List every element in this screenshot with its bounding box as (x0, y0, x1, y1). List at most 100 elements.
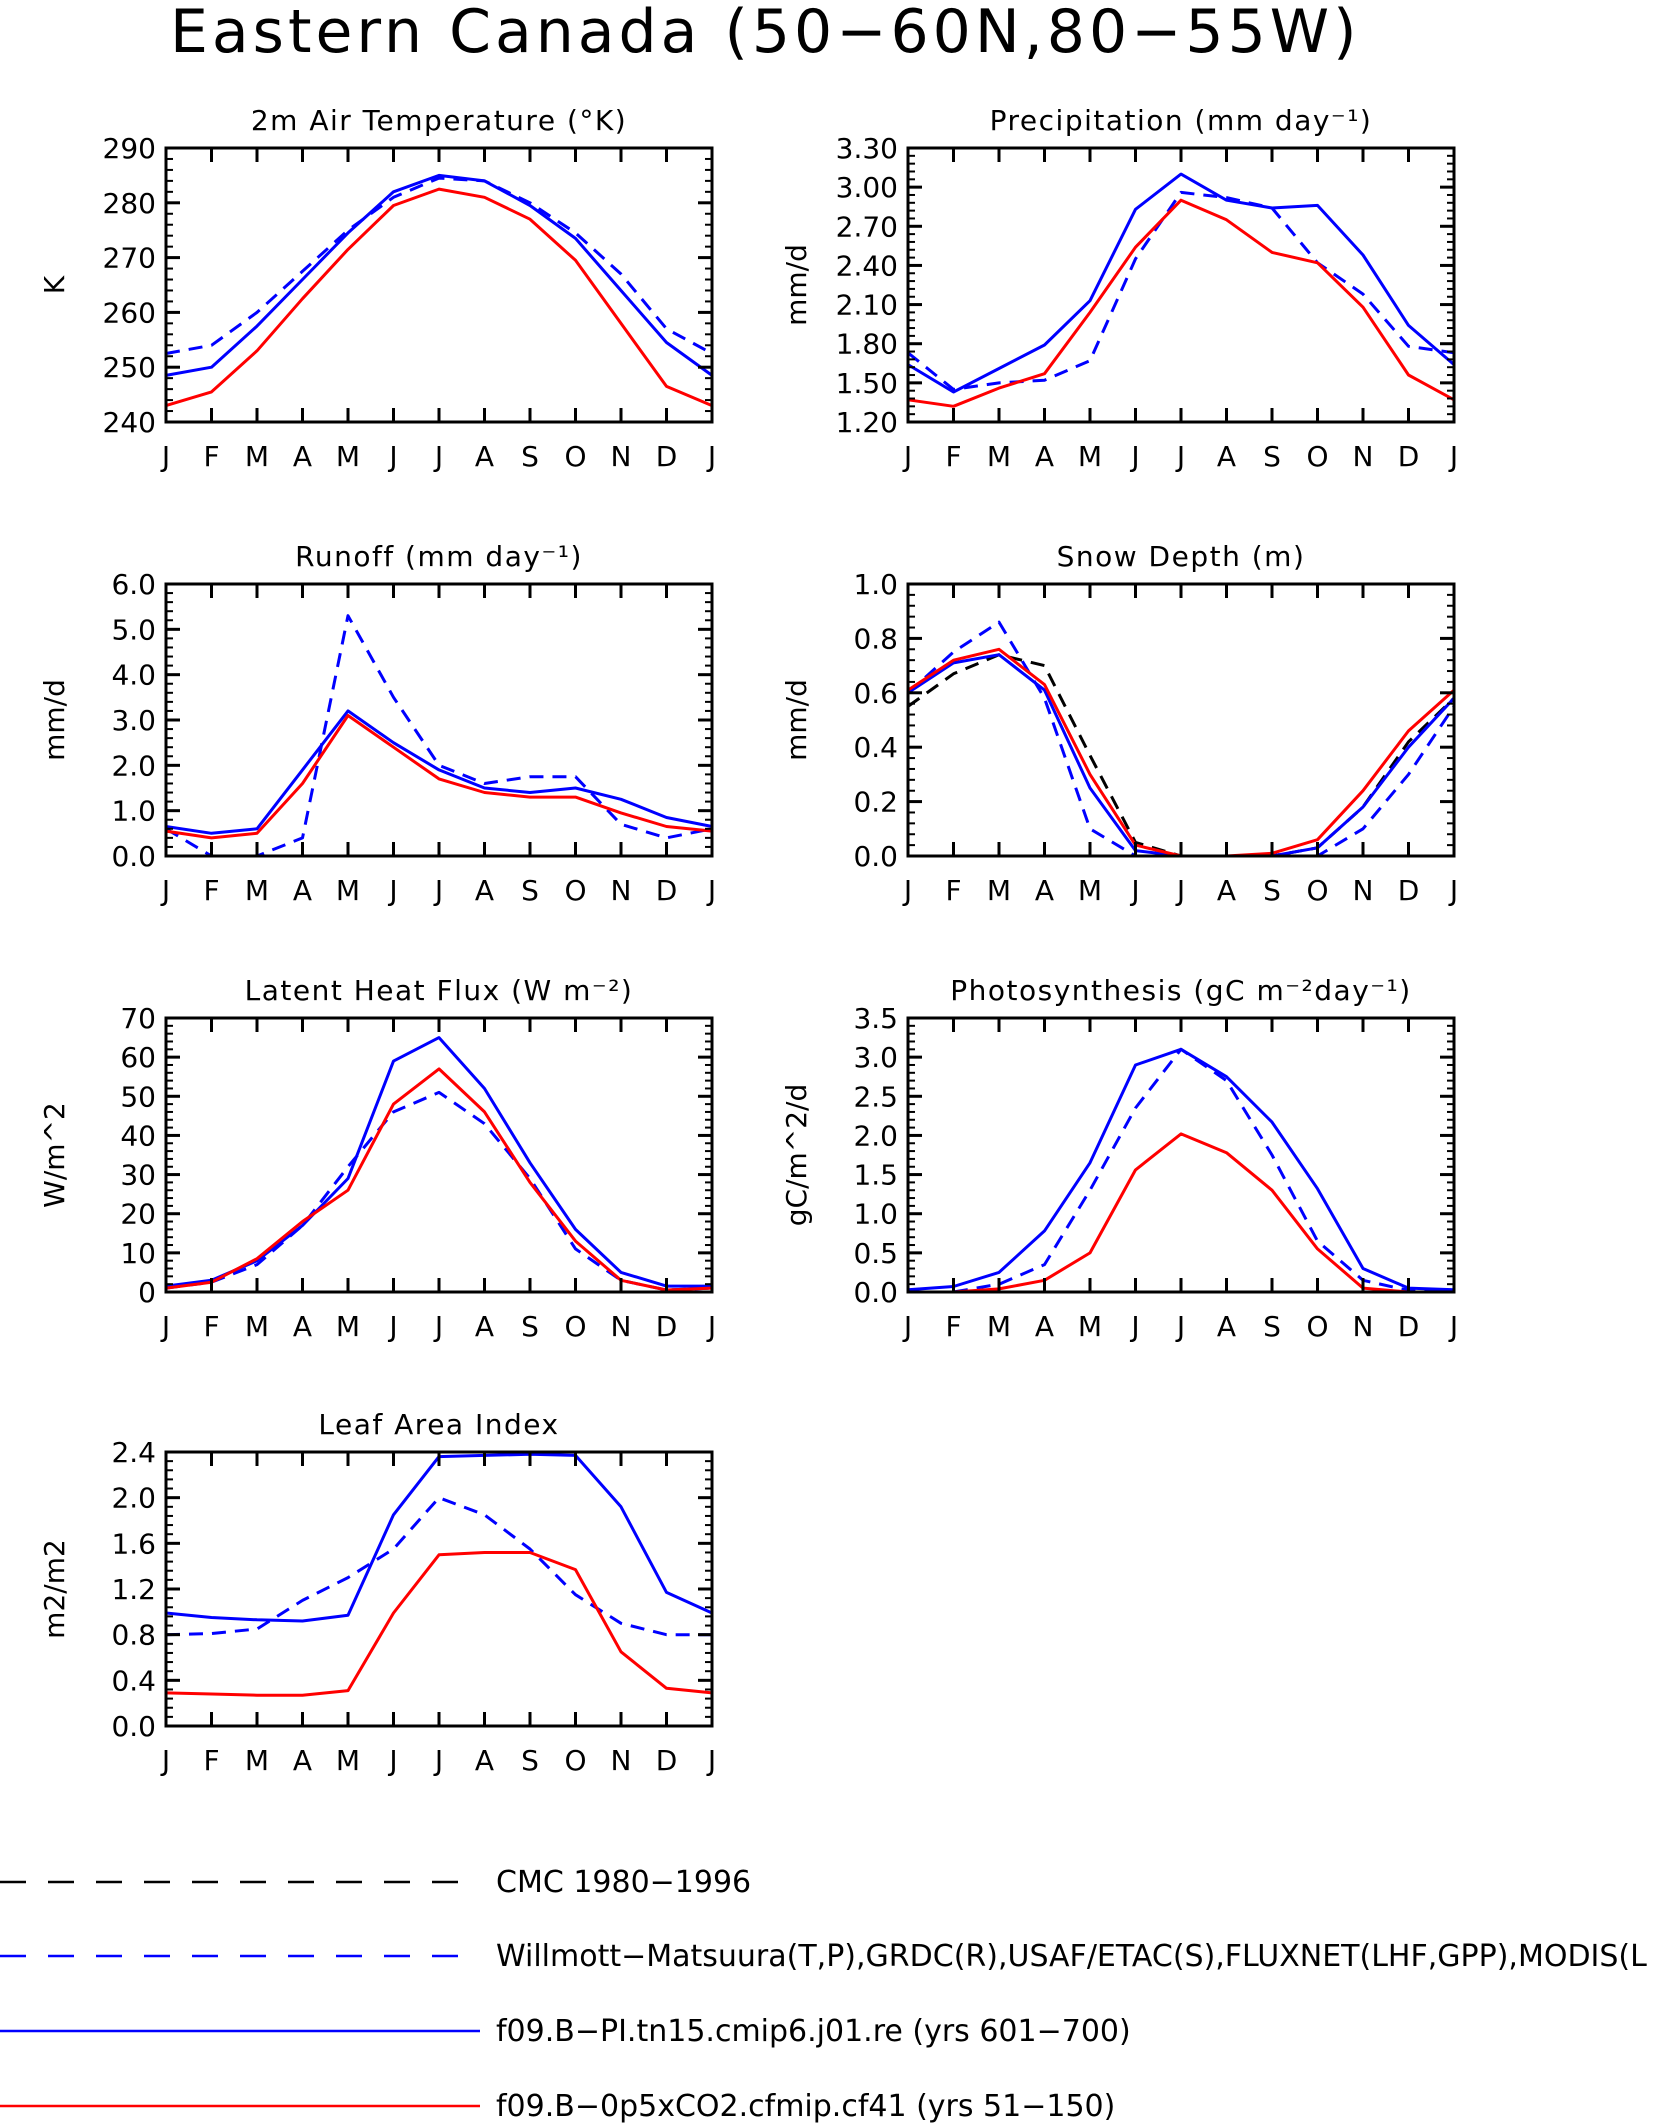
series-line-4 (907, 647, 1456, 858)
x-tick-label: D (1398, 1310, 1420, 1343)
x-tick-label: A (475, 1310, 494, 1343)
x-tick-label: D (1398, 440, 1420, 473)
x-tick-label: F (203, 440, 219, 473)
y-tick-label: 30 (120, 1159, 156, 1192)
y-tick-label: 0.4 (853, 731, 898, 764)
x-tick-label: S (1263, 874, 1281, 907)
y-tick-label: 0.8 (853, 622, 898, 655)
x-tick-label: O (564, 874, 586, 907)
series-line-1 (908, 1047, 1455, 1294)
x-tick-label: J (387, 1310, 397, 1343)
x-tick-label: N (611, 874, 632, 907)
x-tick-label: M (987, 440, 1011, 473)
y-tick-label: 0 (138, 1276, 156, 1309)
plot-frame (906, 582, 1456, 858)
x-tick-label: A (1217, 1310, 1236, 1343)
panel-title: 2m Air Temperature (°K) (251, 104, 627, 137)
y-tick-label: 0.8 (111, 1619, 156, 1652)
x-tick-label: S (1263, 440, 1281, 473)
x-tick-label: A (1035, 440, 1054, 473)
series-line-3 (907, 198, 1455, 408)
x-tick-label: S (521, 1744, 539, 1777)
series-line-3 (908, 1132, 1454, 1294)
panel-title: Latent Heat Flux (W m⁻²) (245, 974, 634, 1007)
x-tick-label: J (706, 1310, 716, 1343)
y-tick-label: 240 (103, 406, 156, 439)
x-tick-label: O (1306, 440, 1328, 473)
y-tick-label: 1.0 (111, 795, 156, 828)
x-tick-label: N (1353, 874, 1374, 907)
series-line-2 (165, 1452, 713, 1623)
x-tick-label: A (293, 1310, 312, 1343)
x-tick-label: J (160, 874, 170, 907)
y-tick-label: 260 (103, 296, 156, 329)
x-tick-label: S (521, 1310, 539, 1343)
y-tick-label: 250 (103, 351, 156, 384)
x-tick-label: O (564, 1310, 586, 1343)
x-tick-label: M (245, 440, 269, 473)
y-axis-label: mm/d (38, 679, 71, 761)
x-tick-label: J (706, 440, 716, 473)
y-tick-label: 70 (120, 1002, 156, 1035)
y-tick-label: 270 (103, 242, 156, 275)
x-tick-label: S (521, 440, 539, 473)
x-tick-label: J (433, 874, 443, 907)
x-tick-label: J (1448, 440, 1458, 473)
y-tick-label: 4.0 (111, 659, 156, 692)
y-axis-label: W/m^2 (38, 1102, 71, 1208)
x-tick-label: M (245, 1310, 269, 1343)
y-tick-label: 2.70 (836, 210, 898, 243)
x-tick-label: F (945, 1310, 961, 1343)
x-tick-label: A (475, 440, 494, 473)
y-tick-label: 0.0 (111, 1710, 156, 1743)
y-tick-label: 1.2 (111, 1573, 156, 1606)
chart-panel-2: Precipitation (mm day⁻¹) mm/d 1.20 1.50 1.80… (780, 104, 1458, 473)
x-tick-label: F (203, 874, 219, 907)
x-tick-label: J (433, 1744, 443, 1777)
x-tick-label: M (336, 440, 360, 473)
x-tick-label: D (656, 440, 678, 473)
x-tick-label: M (245, 1744, 269, 1777)
x-tick-label: J (706, 874, 716, 907)
x-tick-label: M (987, 1310, 1011, 1343)
x-tick-label: A (1217, 440, 1236, 473)
legend-label-3: f09.B−PI.tn15.cmip6.j01.re (yrs 601−700) (496, 2014, 1131, 2049)
x-tick-label: A (293, 440, 312, 473)
y-tick-label: 2.40 (836, 249, 898, 282)
panel-title: Runoff (mm day⁻¹) (295, 540, 583, 573)
plot-frame (164, 1450, 714, 1728)
y-tick-label: 2.5 (853, 1080, 898, 1113)
chart-panels: 2m Air Temperature (°K) K 240 250 260 270 280 2… (38, 104, 1458, 1777)
series-line-2 (907, 172, 1455, 394)
y-tick-label: 1.6 (111, 1527, 156, 1560)
x-tick-label: M (1078, 1310, 1102, 1343)
x-tick-label: A (293, 874, 312, 907)
y-tick-label: 0.2 (853, 786, 898, 819)
x-tick-label: J (1175, 874, 1185, 907)
x-tick-label: J (387, 1744, 397, 1777)
series-line-2 (907, 1047, 1455, 1292)
x-tick-label: A (1035, 1310, 1054, 1343)
x-tick-label: O (1306, 1310, 1328, 1343)
legend-label-4: f09.B−0p5xCO2.cfmip.cf41 (yrs 51−150) (496, 2089, 1115, 2123)
y-tick-label: 0.0 (853, 1276, 898, 1309)
x-tick-label: D (1398, 874, 1420, 907)
y-tick-label: 10 (120, 1237, 156, 1270)
x-tick-label: J (1129, 440, 1139, 473)
y-tick-label: 2.0 (853, 1119, 898, 1152)
series-line-3 (165, 714, 713, 840)
chart-panel-1: 2m Air Temperature (°K) K 240 250 260 270 280 2… (38, 104, 716, 473)
chart-panel-5: Latent Heat Flux (W m⁻²) W/m^2 0 10 20 30 40 50… (38, 974, 716, 1343)
x-tick-label: O (1306, 874, 1328, 907)
y-tick-label: 5.0 (111, 613, 156, 646)
y-tick-label: 0.0 (111, 840, 156, 873)
y-tick-label: 2.0 (111, 749, 156, 782)
x-tick-label: J (902, 874, 912, 907)
y-axis-label: mm/d (780, 244, 813, 326)
x-tick-label: S (521, 874, 539, 907)
y-tick-label: 0.6 (853, 677, 898, 710)
x-tick-label: J (387, 440, 397, 473)
x-tick-label: A (1035, 874, 1054, 907)
x-tick-label: J (387, 874, 397, 907)
x-tick-label: J (1448, 874, 1458, 907)
